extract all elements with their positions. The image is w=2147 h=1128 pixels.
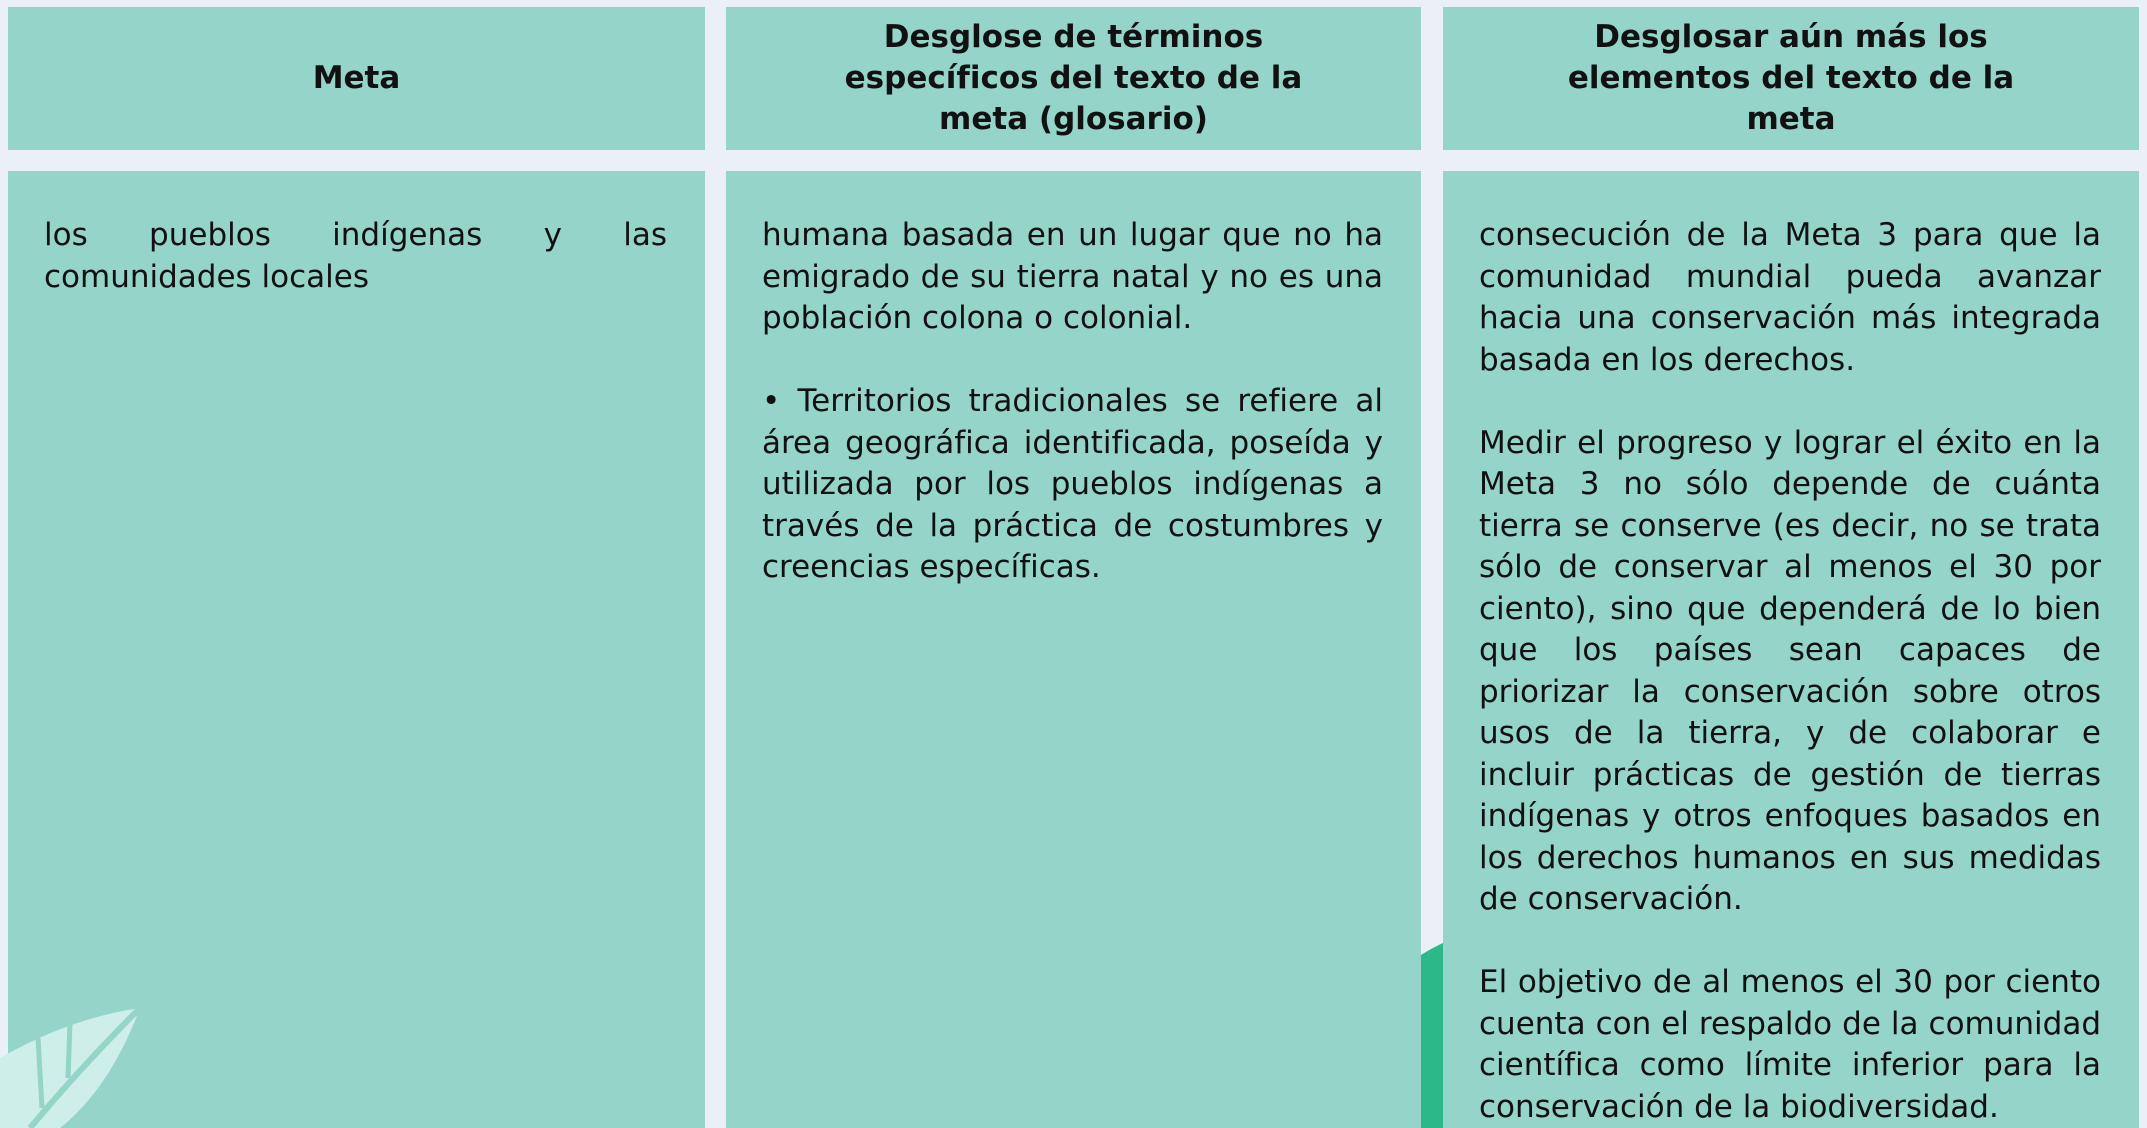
- header-cell: Desglosar aún más los elementos del text…: [1443, 7, 2139, 150]
- body-cell: humana basada en un lugar que no ha emig…: [726, 171, 1421, 1128]
- paragraph: El objetivo de al menos el 30 por ciento…: [1479, 964, 2101, 1125]
- header-cell: Meta: [8, 7, 705, 150]
- paragraph: los pueblos indígenas y las comunidades …: [44, 217, 667, 295]
- header-text: Desglose de términos específicos del tex…: [844, 19, 1303, 137]
- paragraph: Medir el progreso y lograr el éxito en l…: [1479, 424, 2101, 918]
- paragraph: • Territorios tradicionales se refiere a…: [762, 383, 1383, 585]
- header-text: Desglosar aún más los elementos del text…: [1567, 19, 2015, 137]
- paragraph: consecución de la Meta 3 para que la com…: [1479, 217, 2101, 378]
- header-text: Meta: [312, 60, 401, 96]
- body-cell: los pueblos indígenas y las comunidades …: [0, 171, 705, 1128]
- body-cell: consecución de la Meta 3 para que la com…: [1443, 171, 2139, 1128]
- paragraph: humana basada en un lugar que no ha emig…: [762, 217, 1383, 336]
- header-cell: Desglose de términos específicos del tex…: [726, 7, 1421, 150]
- leaf-icon: [0, 1005, 143, 1128]
